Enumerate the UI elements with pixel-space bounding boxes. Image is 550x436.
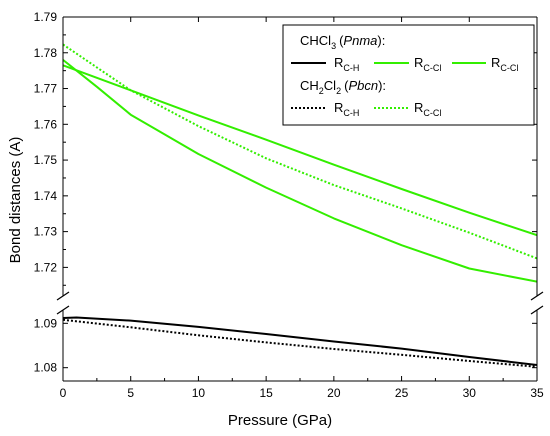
x-tick-label: 5	[127, 386, 134, 400]
x-tick-label: 35	[530, 386, 544, 400]
x-tick-label: 0	[60, 386, 67, 400]
x-axis-label: Pressure (GPa)	[228, 412, 332, 429]
legend-title-chcl3: CHCl3 (Pnma):	[300, 33, 385, 51]
x-tick-label: 10	[192, 386, 206, 400]
y-axis-label: Bond distances (A)	[7, 137, 24, 264]
axis-break-mark-right-top	[530, 291, 544, 301]
y-tick-label: 1.78	[34, 46, 58, 60]
y-tick-label: 1.72	[34, 260, 58, 274]
axis-break-mark-right-bottom	[530, 305, 544, 315]
series-line-ch2cl2-r-c-cl-4	[63, 43, 537, 260]
series-line-ch2cl2-r-c-h-3	[63, 318, 537, 368]
y-tick-label: 1.73	[34, 225, 58, 239]
legend-label-ch2cl2-ccl: RC-Cl	[414, 100, 441, 118]
y-tick-label: 1.76	[34, 117, 58, 131]
axis-break-mark-left-top	[56, 291, 70, 301]
x-tick-label: 25	[395, 386, 409, 400]
series-line-chcl3-r-c-h-0	[63, 316, 537, 366]
legend-title-ch2cl2: CH2Cl2 (Pbcn):	[300, 78, 386, 96]
legend-label-chcl3-ccl-1: RC-Cl	[414, 55, 441, 73]
x-tick-label: 20	[327, 386, 341, 400]
y-tick-label: 1.79	[34, 10, 58, 24]
series-line-chcl3-r-c-cl-2	[63, 59, 537, 283]
legend: CHCl3 (Pnma): RC-H RC-Cl RC-Cl CH2Cl2 (Pbc…	[282, 24, 535, 126]
legend-label-chcl3-ccl-2: RC-Cl	[491, 55, 518, 73]
series-line-chcl3-r-c-cl-1	[63, 64, 537, 237]
y-tick-label: 1.74	[34, 189, 58, 203]
y-tick-label: 1.75	[34, 153, 58, 167]
y-tick-label: 1.08	[34, 361, 58, 375]
y-tick-label: 1.77	[34, 82, 58, 96]
axis-break-mark-left-bottom	[56, 305, 70, 315]
x-tick-label: 30	[463, 386, 477, 400]
legend-label-chcl3-ch: RC-H	[334, 55, 359, 73]
x-tick-label: 15	[259, 386, 273, 400]
y-tick-label: 1.09	[34, 316, 58, 330]
legend-label-ch2cl2-ch: RC-H	[334, 100, 359, 118]
